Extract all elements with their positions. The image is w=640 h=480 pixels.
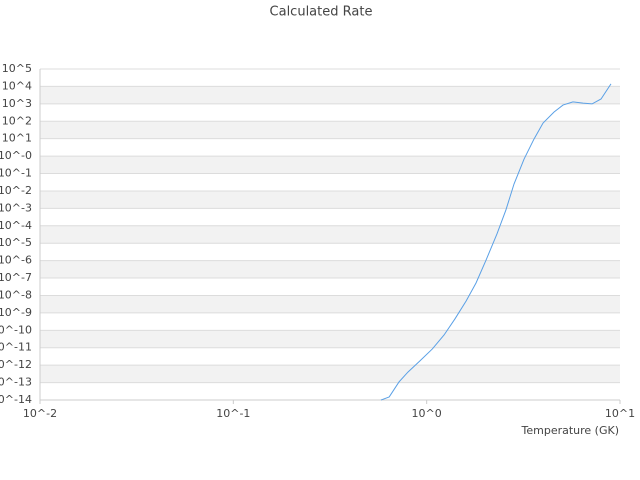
y-tick-label: 10^-4 (0, 219, 32, 232)
y-tick-label: 10^-7 (0, 271, 32, 284)
y-tick-label: 10^-2 (0, 184, 32, 197)
grid-band (40, 86, 620, 104)
grid-band (40, 121, 620, 139)
grid-band (40, 330, 620, 348)
y-tick-label: 10^-11 (0, 341, 32, 354)
y-tick-label: 10^-8 (0, 288, 32, 301)
y-tick-label: 10^3 (2, 97, 32, 110)
x-tick-label: 10^0 (412, 407, 442, 420)
y-tick-label: 10^-9 (0, 306, 32, 319)
y-tick-label: 10^-14 (0, 393, 32, 406)
y-tick-label: 10^-1 (0, 167, 32, 180)
y-tick-label: 10^-5 (0, 236, 32, 249)
x-axis-label: Temperature (GK) (521, 424, 620, 437)
y-tick-label: 10^-13 (0, 376, 32, 389)
grid-band (40, 365, 620, 383)
y-tick-label: 10^1 (2, 132, 32, 145)
x-tick-label: 10^1 (605, 407, 635, 420)
y-tick-label: 10^-6 (0, 254, 32, 267)
grid-band (40, 190, 620, 209)
y-tick-label: 10^-3 (0, 201, 32, 214)
y-tick-label: 10^5 (2, 62, 32, 75)
grid-band (40, 260, 620, 279)
data-line (380, 83, 612, 401)
x-tick-label: 10^-1 (216, 407, 250, 420)
grid-band (40, 156, 620, 174)
y-tick-label: 10^4 (2, 79, 32, 92)
y-tick-label: 10^2 (2, 114, 32, 127)
x-tick-label: 10^-2 (23, 407, 57, 420)
y-tick-label: 10^-0 (0, 149, 32, 162)
chart-title: Calculated Rate (270, 5, 373, 20)
grid-band (40, 225, 620, 244)
y-tick-label: 10^-10 (0, 323, 32, 336)
grid-band (40, 295, 620, 313)
y-tick-label: 10^-12 (0, 358, 32, 371)
